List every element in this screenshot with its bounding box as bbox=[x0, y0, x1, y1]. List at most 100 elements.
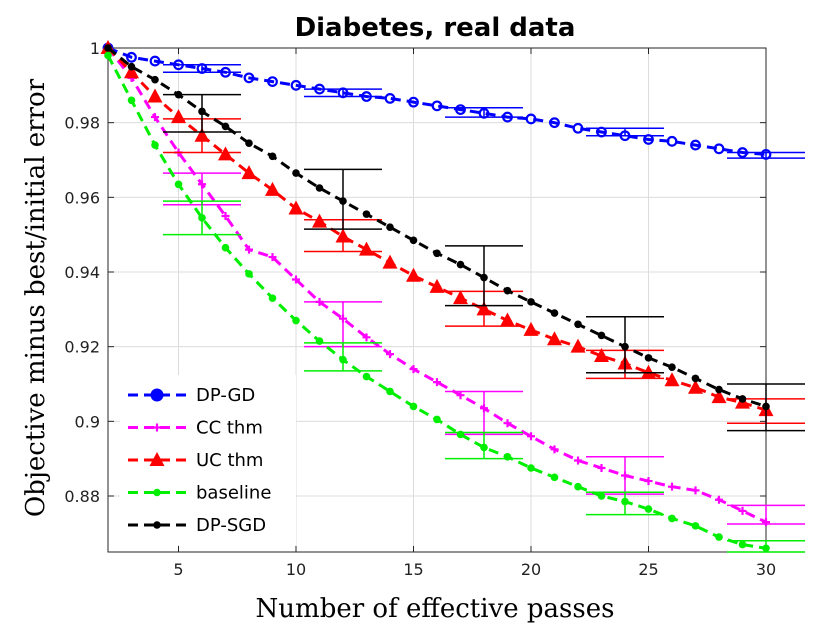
data-point-cc-thm bbox=[151, 113, 159, 122]
legend-label-baseline: baseline bbox=[196, 483, 271, 504]
data-point-dp-sgd bbox=[198, 107, 206, 116]
x-tick-label: 25 bbox=[638, 560, 658, 579]
data-point-cc-thm bbox=[362, 333, 371, 342]
data-point-uc-thm bbox=[382, 254, 398, 269]
data-point-cc-thm bbox=[315, 297, 324, 306]
data-point-cc-thm bbox=[621, 471, 629, 480]
data-point-dp-gd bbox=[431, 100, 443, 112]
data-point-cc-thm bbox=[668, 482, 676, 491]
x-tick-label: 15 bbox=[403, 560, 423, 579]
data-point-cc-thm bbox=[644, 477, 653, 486]
legend-label-cc-thm: CC thm bbox=[196, 418, 263, 439]
data-point-dp-sgd bbox=[621, 342, 629, 351]
legend-marker-cc-thm bbox=[153, 423, 161, 432]
data-point-baseline bbox=[738, 540, 747, 549]
data-point-uc-thm bbox=[523, 321, 539, 336]
data-point-cc-thm bbox=[503, 419, 512, 428]
series-layer bbox=[100, 40, 805, 553]
y-tick-label: 0.98 bbox=[64, 114, 100, 133]
data-point-uc-thm bbox=[241, 165, 257, 180]
y-tick-label: 0.96 bbox=[64, 188, 100, 207]
axis-ticks: 5 10 15 20 25 30 0.88 0.9 0.92 0.94 0.96 0.98 1 bbox=[64, 39, 776, 579]
data-point-uc-thm bbox=[312, 213, 327, 228]
data-point-baseline bbox=[409, 402, 418, 411]
data-point-dp-gd bbox=[173, 59, 184, 71]
data-point-baseline bbox=[339, 355, 347, 364]
data-point-baseline bbox=[550, 473, 559, 482]
legend: DP-GD CC thm UC thm baseline DP-SGD bbox=[120, 375, 296, 545]
data-point-baseline bbox=[104, 51, 112, 60]
data-point-uc-thm bbox=[641, 364, 656, 379]
data-point-dp-gd bbox=[502, 111, 513, 123]
data-point-dp-gd bbox=[760, 148, 772, 160]
data-point-dp-sgd bbox=[668, 363, 676, 372]
data-point-dp-gd bbox=[290, 79, 302, 91]
data-point-baseline bbox=[433, 415, 441, 424]
data-point-baseline bbox=[621, 497, 629, 506]
data-point-uc-thm bbox=[594, 348, 609, 362]
chart-title: Diabetes, real data bbox=[295, 13, 576, 43]
data-point-cc-thm bbox=[339, 314, 347, 323]
data-point-dp-sgd bbox=[715, 385, 723, 394]
data-point-dp-gd bbox=[643, 134, 654, 145]
data-point-uc-thm bbox=[664, 372, 680, 387]
legend-label-dp-sgd: DP-SGD bbox=[196, 515, 266, 536]
data-point-baseline bbox=[715, 533, 723, 541]
data-point-dp-sgd bbox=[456, 260, 465, 269]
series-dp-gd bbox=[102, 42, 805, 160]
y-tick-label: 0.92 bbox=[64, 338, 100, 357]
data-point-baseline bbox=[174, 180, 183, 189]
data-point-dp-sgd bbox=[550, 309, 559, 317]
data-point-cc-thm bbox=[198, 180, 206, 189]
data-point-dp-gd bbox=[384, 92, 396, 104]
data-point-uc-thm bbox=[265, 181, 280, 196]
data-point-dp-gd bbox=[666, 135, 678, 147]
data-point-dp-sgd bbox=[174, 90, 183, 99]
legend-marker-uc-thm bbox=[149, 452, 165, 466]
data-point-dp-sgd bbox=[362, 210, 371, 218]
data-point-cc-thm bbox=[550, 445, 559, 454]
data-point-dp-sgd bbox=[221, 122, 230, 131]
legend-marker-dp-sgd bbox=[153, 521, 161, 529]
data-point-baseline bbox=[668, 514, 676, 523]
data-point-uc-thm bbox=[476, 301, 492, 316]
series-line-dp-gd bbox=[107, 46, 767, 156]
data-point-cc-thm bbox=[386, 350, 394, 359]
data-point-dp-sgd bbox=[268, 152, 277, 161]
data-point-dp-sgd bbox=[104, 44, 112, 52]
data-point-dp-sgd bbox=[433, 249, 441, 258]
data-point-dp-sgd bbox=[151, 75, 159, 84]
legend-label-dp-gd: DP-GD bbox=[196, 385, 255, 406]
data-point-dp-gd bbox=[361, 91, 372, 102]
data-point-dp-sgd bbox=[527, 298, 535, 306]
legend-marker-dp-gd bbox=[150, 388, 164, 402]
data-point-dp-sgd bbox=[127, 62, 136, 71]
data-point-uc-thm bbox=[406, 267, 421, 282]
data-point-baseline bbox=[221, 243, 230, 252]
data-point-cc-thm bbox=[268, 253, 277, 262]
data-point-baseline bbox=[268, 294, 277, 302]
data-point-dp-gd bbox=[149, 55, 161, 67]
data-point-baseline bbox=[691, 522, 700, 530]
data-point-dp-sgd bbox=[245, 139, 253, 147]
data-point-dp-sgd bbox=[691, 374, 700, 383]
data-point-uc-thm bbox=[570, 338, 586, 353]
data-point-baseline bbox=[362, 372, 371, 381]
data-point-dp-sgd bbox=[315, 184, 324, 192]
data-point-baseline bbox=[574, 482, 582, 491]
data-point-uc-thm bbox=[288, 200, 304, 215]
data-point-dp-gd bbox=[196, 63, 208, 74]
data-point-uc-thm bbox=[453, 290, 468, 305]
data-point-dp-gd bbox=[267, 76, 278, 87]
data-point-dp-gd bbox=[220, 66, 231, 78]
data-point-baseline bbox=[456, 430, 465, 439]
data-point-dp-sgd bbox=[597, 331, 606, 340]
data-point-cc-thm bbox=[433, 378, 441, 387]
series-dp-sgd bbox=[104, 44, 805, 432]
data-point-dp-gd bbox=[126, 51, 137, 63]
data-point-dp-gd bbox=[572, 122, 584, 134]
data-point-dp-gd bbox=[690, 139, 701, 151]
data-point-dp-gd bbox=[314, 83, 325, 95]
legend-label-uc-thm: UC thm bbox=[196, 450, 263, 471]
